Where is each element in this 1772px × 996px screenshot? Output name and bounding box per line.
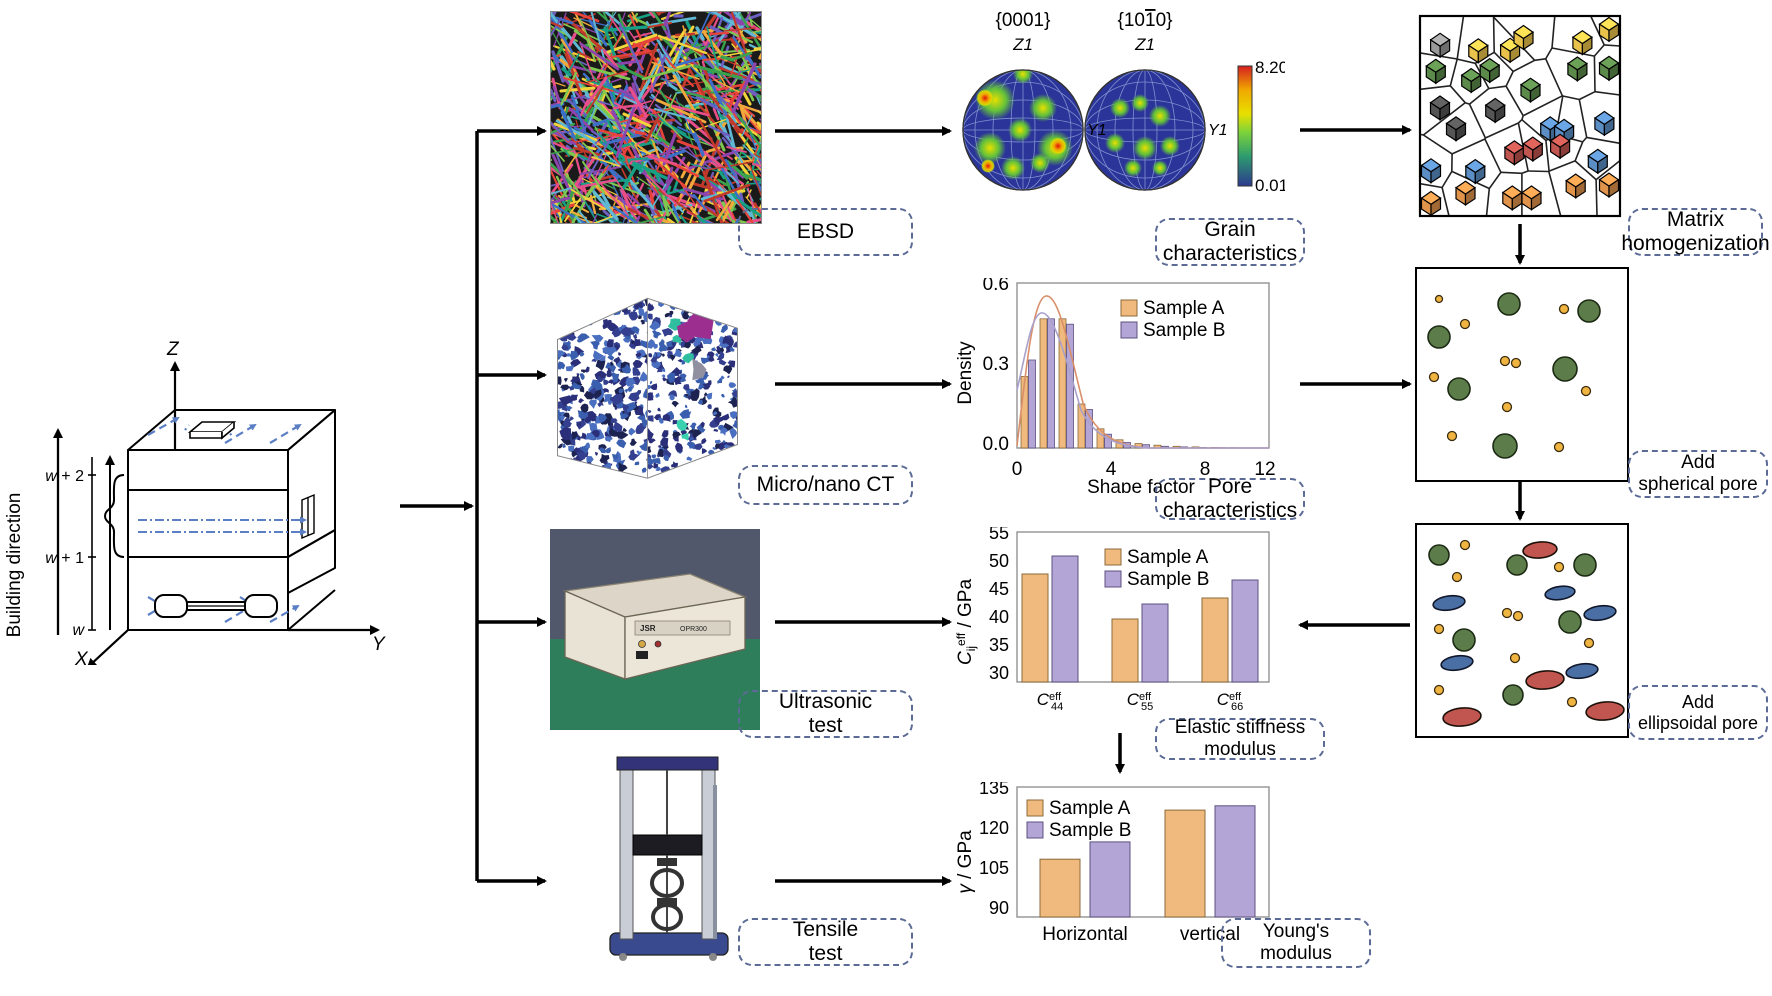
svg-text:0.0: 0.0 bbox=[983, 434, 1009, 455]
svg-text:0.01: 0.01 bbox=[1255, 176, 1285, 195]
svg-text:Sample A: Sample A bbox=[1127, 547, 1209, 568]
svg-text:{1010}: {1010} bbox=[1118, 10, 1173, 31]
svg-text:35: 35 bbox=[989, 635, 1009, 655]
svg-text:40: 40 bbox=[989, 607, 1009, 627]
svg-text:Sample B: Sample B bbox=[1049, 820, 1131, 841]
svg-text:Sample A: Sample A bbox=[1049, 798, 1131, 819]
svg-text:Y: Y bbox=[372, 634, 386, 655]
svg-text:0.3: 0.3 bbox=[983, 354, 1009, 375]
svg-text:Sample A: Sample A bbox=[1143, 298, 1225, 319]
svg-text:Building direction: Building direction bbox=[4, 493, 25, 638]
svg-text:8.20: 8.20 bbox=[1255, 58, 1285, 77]
svg-text:w + 2: w + 2 bbox=[45, 468, 84, 485]
svg-text:w: w bbox=[72, 622, 85, 639]
svg-text:X: X bbox=[74, 649, 89, 665]
svg-text:Cijeff / GPa: Cijeff / GPa bbox=[955, 579, 978, 665]
svg-text:Sample B: Sample B bbox=[1127, 569, 1209, 590]
svg-text:55: 55 bbox=[989, 527, 1009, 543]
svg-text:Density: Density bbox=[955, 341, 976, 405]
svg-text:Y1: Y1 bbox=[1087, 122, 1107, 139]
svg-text:105: 105 bbox=[979, 858, 1009, 878]
svg-text:45: 45 bbox=[989, 579, 1009, 599]
svg-text:Z1: Z1 bbox=[1012, 35, 1033, 54]
svg-text:90: 90 bbox=[989, 898, 1009, 918]
svg-text:JSR: JSR bbox=[640, 624, 656, 633]
svg-text:Y1: Y1 bbox=[1208, 122, 1228, 139]
svg-text:Z: Z bbox=[166, 339, 180, 360]
svg-text:0: 0 bbox=[1012, 459, 1023, 480]
svg-text:w + 1: w + 1 bbox=[45, 550, 84, 567]
svg-text:Z1: Z1 bbox=[1134, 35, 1155, 54]
svg-text:OPR300: OPR300 bbox=[680, 626, 707, 633]
svg-text:120: 120 bbox=[979, 818, 1009, 838]
svg-text:{0001}: {0001} bbox=[996, 10, 1051, 31]
svg-text:135: 135 bbox=[979, 782, 1009, 798]
svg-text:30: 30 bbox=[989, 663, 1009, 683]
svg-text:0.6: 0.6 bbox=[983, 278, 1009, 295]
svg-text:50: 50 bbox=[989, 551, 1009, 571]
svg-text:Sample B: Sample B bbox=[1143, 320, 1225, 341]
svg-text:Horizontal: Horizontal bbox=[1042, 924, 1128, 945]
svg-text:γ / GPa: γ / GPa bbox=[955, 830, 976, 894]
